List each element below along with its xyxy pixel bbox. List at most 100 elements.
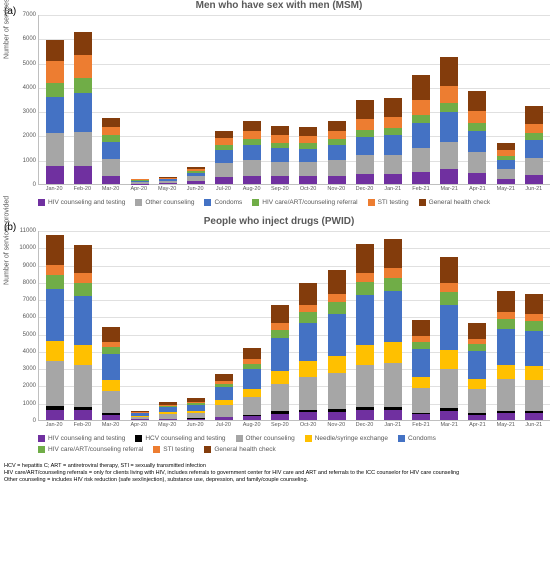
bar-segment [299, 149, 317, 162]
footnotes: HCV = hepatitis C; ART = antiretroviral … [4, 463, 554, 484]
chart-a-xtick-row: Jan-20Feb-20Mar-20Apr-20May-20Jun-20Jul-… [38, 185, 550, 191]
bar-segment [384, 135, 402, 154]
bar-segment [356, 174, 374, 184]
bar-segment [328, 302, 346, 313]
ytick-label: 5000 [23, 61, 36, 67]
bar-segment [215, 150, 233, 163]
xtick-label: Jan-20 [45, 422, 63, 428]
bar-segment [46, 235, 64, 264]
bar-segment [215, 163, 233, 176]
bar-segment [74, 283, 92, 296]
bar-segment [215, 405, 233, 416]
legend-swatch [368, 199, 375, 206]
bar-group [328, 270, 346, 420]
xtick-label: May-21 [497, 422, 515, 428]
ytick-label: 9000 [23, 263, 36, 269]
bar-segment [187, 181, 205, 184]
bar-group [46, 235, 64, 420]
bar-segment [299, 377, 317, 410]
bar-segment [328, 131, 346, 140]
bar-segment [102, 142, 120, 159]
chart-b-ylabel: Number of services provided [4, 195, 11, 284]
bar-segment [74, 55, 92, 78]
legend-item: HIV care/ART/counseling referral [38, 446, 143, 453]
bar-segment [46, 97, 64, 133]
bar-segment [328, 294, 346, 302]
bar-segment [328, 314, 346, 356]
xtick-label: Jun-20 [186, 186, 204, 192]
bar-segment [440, 86, 458, 103]
bar-segment [102, 127, 120, 136]
bar-segment [468, 131, 486, 153]
bar-segment [440, 283, 458, 292]
xtick-label: Feb-20 [73, 186, 91, 192]
bar-group [187, 398, 205, 420]
ytick-label: 7000 [23, 297, 36, 303]
chart-a-bars-row [39, 15, 550, 184]
bar-segment [440, 112, 458, 141]
bar-segment [497, 319, 515, 329]
xtick-label: Apr-21 [468, 186, 486, 192]
bar-segment [468, 91, 486, 112]
bar-group [187, 167, 205, 184]
bar-segment [102, 354, 120, 380]
bar-segment [215, 177, 233, 184]
bar-segment [299, 136, 317, 144]
legend-swatch [38, 199, 45, 206]
legend-label: Needle/syringe exchange [315, 435, 388, 442]
xtick-label: Apr-20 [130, 422, 148, 428]
bar-group [271, 305, 289, 420]
bar-group [468, 91, 486, 184]
bar-segment [271, 305, 289, 323]
bar-segment [74, 93, 92, 132]
bar-segment [384, 278, 402, 292]
bar-segment [356, 365, 374, 407]
bar-group [497, 143, 515, 184]
legend-label: Condoms [214, 199, 242, 206]
legend-item: HIV care/ART/counseling referral [252, 199, 357, 206]
bar-segment [74, 132, 92, 166]
bar-segment [356, 410, 374, 420]
legend-label: HIV care/ART/counseling referral [262, 199, 357, 206]
xtick-label: Apr-20 [130, 186, 148, 192]
xtick-label: Jun-21 [525, 186, 543, 192]
chart-b-xtick-row: Jan-20Feb-20Mar-20Apr-20May-20Jun-20Jul-… [38, 421, 550, 427]
xtick-label: Sep-20 [271, 186, 289, 192]
bar-segment [74, 245, 92, 273]
xtick-label: May-21 [497, 186, 515, 192]
bar-segment [46, 40, 64, 62]
bar-segment [440, 350, 458, 368]
bar-group [46, 40, 64, 184]
bar-segment [328, 160, 346, 176]
legend-swatch [419, 199, 426, 206]
bar-segment [384, 155, 402, 174]
bar-segment [440, 103, 458, 113]
bar-segment [440, 369, 458, 408]
legend-label: Other counseling [145, 199, 194, 206]
bar-segment [74, 365, 92, 407]
bar-segment [356, 100, 374, 119]
chart-b-bars-row [39, 231, 550, 420]
ytick-label: 8000 [23, 280, 36, 286]
xtick-label: Mar-20 [102, 186, 120, 192]
bar-segment [271, 330, 289, 339]
bar-segment [102, 380, 120, 390]
footnote-line: HCV = hepatitis C; ART = antiretroviral … [4, 463, 554, 470]
legend-label: HIV care/ART/counseling referral [48, 446, 143, 453]
bar-group [384, 98, 402, 184]
legend-swatch [204, 446, 211, 453]
legend-item: Condoms [398, 435, 436, 442]
bar-group [102, 118, 120, 184]
bar-group [497, 291, 515, 420]
legend-label: General health check [429, 199, 490, 206]
xtick-label: Oct-20 [299, 422, 317, 428]
xtick-label: Sep-20 [271, 422, 289, 428]
bar-segment [271, 338, 289, 370]
legend-label: Condoms [408, 435, 436, 442]
chart-b-title: People who inject drugs (PWID) [0, 216, 558, 227]
bar-segment [102, 415, 120, 420]
legend-item: Needle/syringe exchange [305, 435, 388, 442]
bar-segment [497, 312, 515, 319]
legend-item: Other counseling [236, 435, 295, 442]
legend-item: STI testing [368, 199, 409, 206]
